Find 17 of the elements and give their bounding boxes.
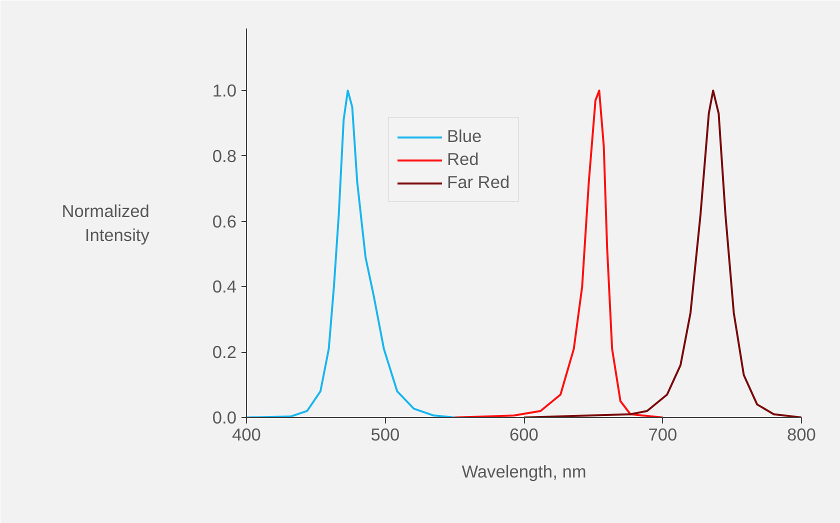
legend-label: Red xyxy=(447,149,479,170)
y-tick-label: 0.6 xyxy=(212,211,237,232)
x-tick-label: 500 xyxy=(370,424,400,444)
y-tick-label: 0.0 xyxy=(212,408,237,428)
x-tick-label: 800 xyxy=(787,424,816,444)
y-tick-label: 0.8 xyxy=(212,146,237,166)
x-tick-label: 600 xyxy=(510,424,538,444)
y-tick-label: 0.4 xyxy=(212,276,237,297)
y-tick-label: 0.2 xyxy=(212,342,237,362)
legend-label: Far Red xyxy=(447,172,510,193)
y-axis-title: Normalized Intensity xyxy=(62,201,150,245)
x-tick-label: 700 xyxy=(648,424,678,444)
x-axis-title: Wavelength, nm xyxy=(462,462,586,482)
y-tick-label: 1.0 xyxy=(212,80,237,101)
line-series xyxy=(523,90,802,418)
legend-label: Blue xyxy=(447,126,482,147)
x-tick-label: 400 xyxy=(232,424,261,444)
